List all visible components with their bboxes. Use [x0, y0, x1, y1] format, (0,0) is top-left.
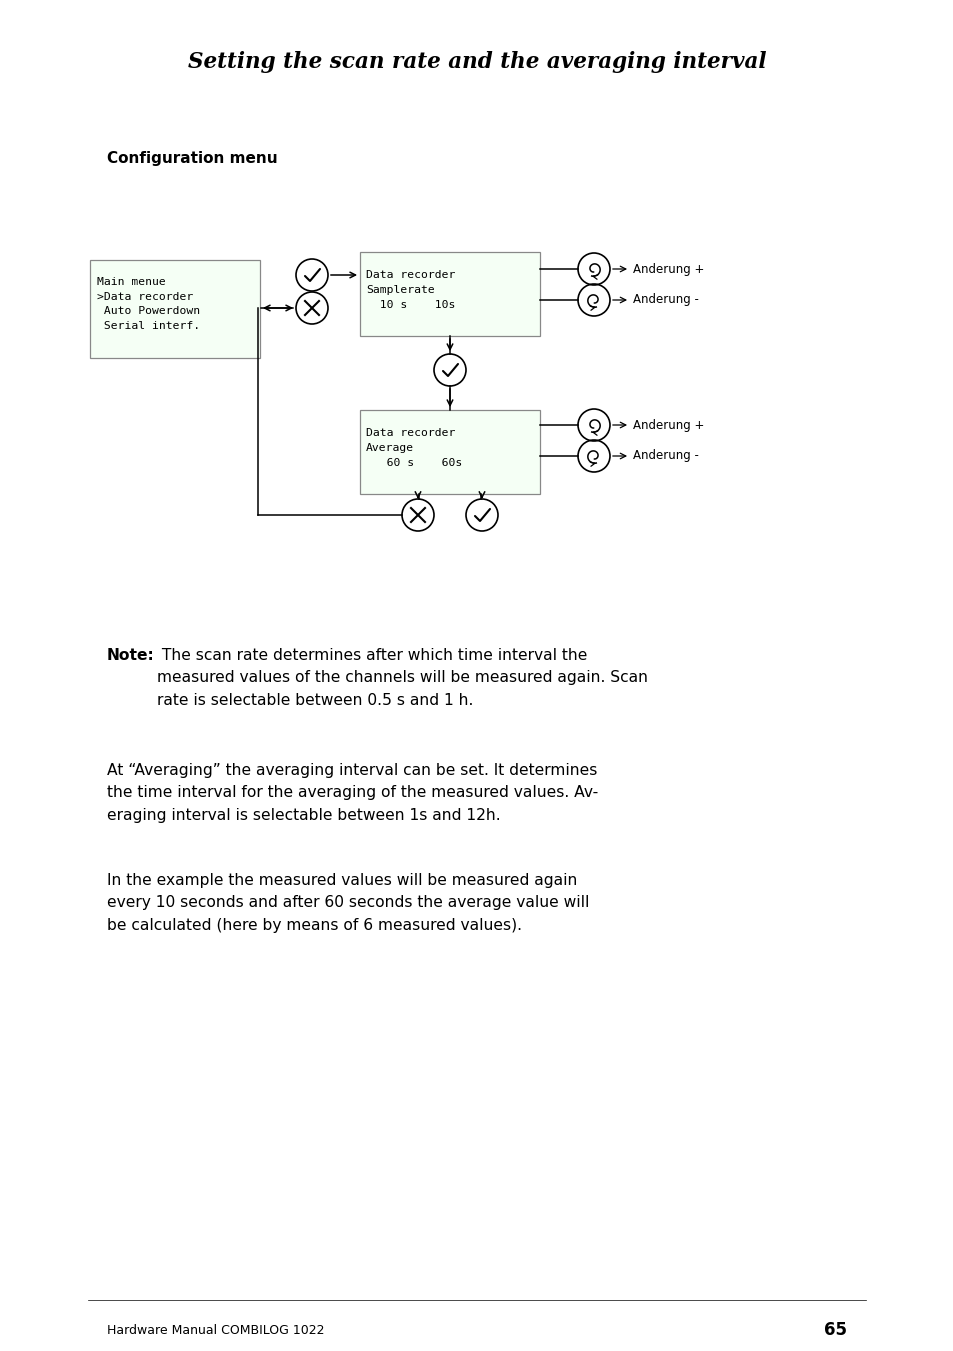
FancyBboxPatch shape [90, 259, 260, 358]
Text: Data recorder
Average
   60 s    60s: Data recorder Average 60 s 60s [366, 428, 462, 467]
Text: Anderung +: Anderung + [633, 262, 703, 276]
Text: Hardware Manual COMBILOG 1022: Hardware Manual COMBILOG 1022 [107, 1324, 324, 1336]
Text: Configuration menu: Configuration menu [107, 150, 277, 166]
FancyBboxPatch shape [359, 253, 539, 336]
Text: Main menue
>Data recorder
 Auto Powerdown
 Serial interf.: Main menue >Data recorder Auto Powerdown… [97, 277, 200, 331]
Text: Data recorder
Samplerate
  10 s    10s: Data recorder Samplerate 10 s 10s [366, 270, 455, 309]
Text: Anderung +: Anderung + [633, 419, 703, 431]
Text: Anderung -: Anderung - [633, 293, 699, 307]
Text: At “Averaging” the averaging interval can be set. It determines
the time interva: At “Averaging” the averaging interval ca… [107, 763, 598, 823]
Text: The scan rate determines after which time interval the
measured values of the ch: The scan rate determines after which tim… [157, 648, 647, 708]
Text: In the example the measured values will be measured again
every 10 seconds and a: In the example the measured values will … [107, 873, 589, 934]
Text: Anderung -: Anderung - [633, 450, 699, 462]
FancyBboxPatch shape [359, 409, 539, 494]
Text: Setting the scan rate and the averaging interval: Setting the scan rate and the averaging … [188, 51, 765, 73]
Text: Note:: Note: [107, 648, 154, 663]
Text: 65: 65 [823, 1321, 846, 1339]
